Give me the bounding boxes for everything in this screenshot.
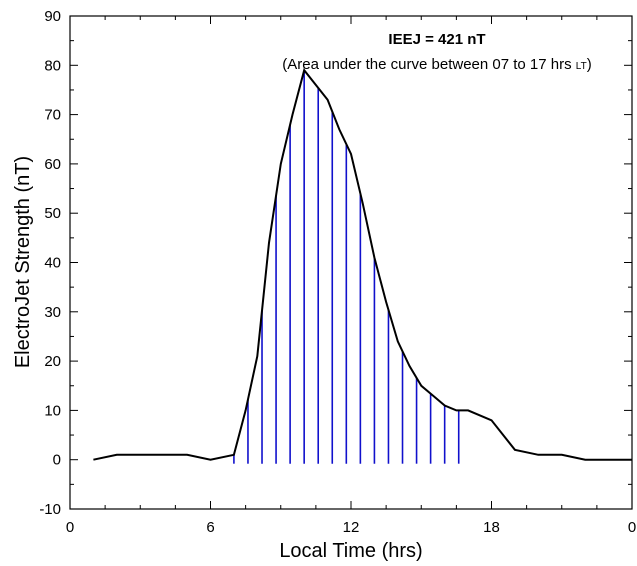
area-fill-lines xyxy=(233,70,460,464)
y-tick-label: 70 xyxy=(44,107,61,124)
x-tick-label: 0 xyxy=(628,519,636,536)
axis-ticks xyxy=(69,15,633,510)
annotation-area-note: (Area under the curve between 07 to 17 h… xyxy=(282,56,591,73)
x-tick-label: 12 xyxy=(343,519,360,536)
y-tick-label: 30 xyxy=(44,304,61,321)
y-tick-label: 90 xyxy=(44,8,61,25)
annotation-ieej: IEEJ = 421 nT xyxy=(388,31,485,48)
y-tick-label: 10 xyxy=(44,402,61,419)
x-tick-label: 6 xyxy=(206,519,214,536)
x-axis-label: Local Time (hrs) xyxy=(279,540,422,562)
x-tick-label: 0 xyxy=(66,519,74,536)
y-tick-label: 50 xyxy=(44,205,61,222)
y-tick-label: 80 xyxy=(44,57,61,74)
annotation-area-note-suffix: ) xyxy=(587,56,592,73)
x-tick-label: 18 xyxy=(483,519,500,536)
y-tick-label: 20 xyxy=(44,353,61,370)
y-axis-label: ElectroJet Strength (nT) xyxy=(12,156,34,368)
y-tick-label: 40 xyxy=(44,255,61,272)
series-line xyxy=(93,68,632,461)
annotation-area-note-prefix: (Area under the curve between 07 to 17 h… xyxy=(282,56,571,73)
y-tick-label: -10 xyxy=(39,501,61,518)
y-tick-label: 0 xyxy=(53,452,61,469)
annotation-area-note-lt: LT xyxy=(576,61,587,72)
plot-frame xyxy=(69,15,633,510)
tick-labels: 0 6 12 18 0 -10 0 10 20 30 40 50 60 70 80 90 xyxy=(39,8,636,536)
y-tick-label: 60 xyxy=(44,156,61,173)
